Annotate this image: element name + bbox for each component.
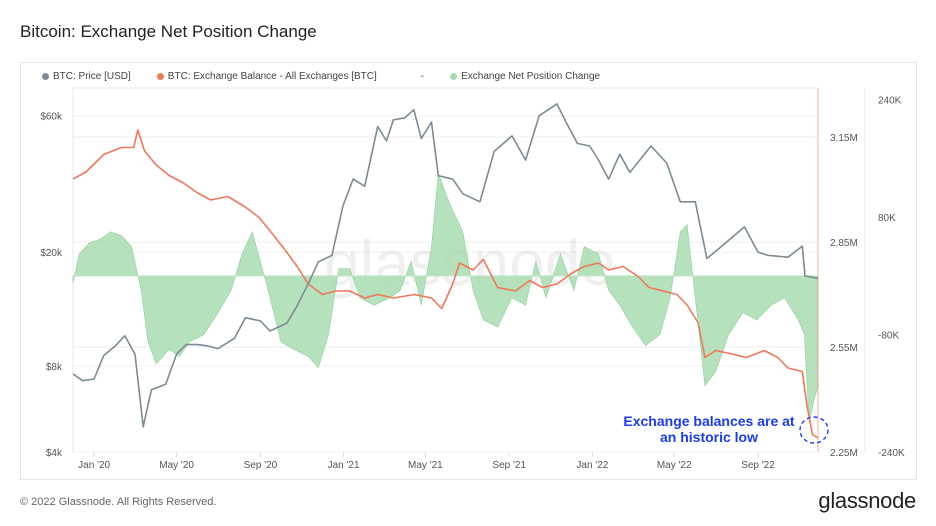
x-tick-label: May '22	[657, 460, 692, 471]
legend-item-net[interactable]: Exchange Net Position Change	[450, 71, 600, 82]
x-tick-label: Jan '21	[328, 460, 360, 471]
y-left-tick-label: $60k	[40, 112, 63, 123]
y-left-tick-label: $8k	[46, 362, 63, 373]
annotation-text: Exchange balances are at an historic low	[623, 413, 795, 445]
y-right-net-tick-label: -240K	[878, 448, 905, 459]
y-left-tick-label: $4k	[46, 448, 63, 459]
annotation-circle	[799, 416, 829, 444]
y-right-net-tick-label: 80K	[878, 213, 896, 224]
legend-label: -	[420, 71, 425, 82]
legend-dot-price	[42, 73, 49, 80]
x-tick-label: Sep '22	[741, 460, 775, 471]
x-tick-label: May '20	[159, 460, 194, 471]
x-tick-label: Jan '20	[78, 460, 110, 471]
legend-item-price[interactable]: BTC: Price [USD]	[42, 71, 131, 82]
brand-logo: glassnode	[818, 488, 916, 513]
y-right-balance-tick-label: 2.25M	[830, 448, 858, 459]
legend-label: BTC: Exchange Balance - All Exchanges [B…	[167, 71, 377, 82]
net-position-area	[72, 172, 819, 423]
x-tick-label: Sep '21	[492, 460, 526, 471]
y-right-balance-tick-label: 3.15M	[830, 133, 858, 144]
price-line	[72, 103, 819, 428]
legend-item-separator: -	[421, 71, 424, 82]
legend: BTC: Price [USD] BTC: Exchange Balance -…	[42, 71, 626, 82]
chart-container	[20, 62, 917, 480]
legend-dot-balance	[156, 73, 164, 80]
copyright: © 2022 Glassnode. All Rights Reserved.	[20, 496, 217, 508]
legend-item-balance[interactable]: BTC: Exchange Balance - All Exchanges [B…	[156, 71, 377, 82]
chart-title: Bitcoin: Exchange Net Position Change	[20, 22, 317, 41]
y-right-balance-tick-label: 2.85M	[830, 238, 858, 249]
y-left-tick-label: $20k	[40, 248, 63, 259]
legend-label: BTC: Price [USD]	[53, 71, 131, 82]
x-tick-label: Jan '22	[576, 460, 608, 471]
x-tick-label: Sep '20	[244, 460, 278, 471]
legend-dot-net	[450, 73, 458, 80]
y-right-net-tick-label: 240K	[878, 96, 902, 107]
y-right-net-tick-label: -80K	[878, 331, 899, 342]
balance-line	[72, 129, 819, 439]
x-tick-label: May '21	[408, 460, 443, 471]
y-right-balance-tick-label: 2.55M	[830, 343, 858, 354]
legend-label: Exchange Net Position Change	[461, 71, 601, 82]
